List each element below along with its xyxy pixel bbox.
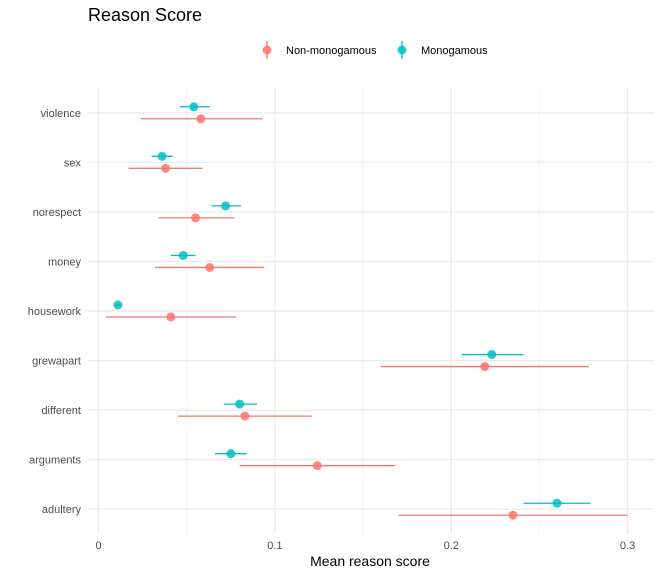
data-point xyxy=(552,498,562,508)
data-point xyxy=(240,411,250,421)
x-tick-label: 0.3 xyxy=(620,540,635,552)
data-point xyxy=(113,300,123,310)
data-point xyxy=(312,461,322,471)
y-tick-label: arguments xyxy=(29,455,81,467)
data-point xyxy=(178,250,188,260)
y-tick-label: money xyxy=(48,256,82,268)
data-point xyxy=(221,201,231,211)
x-tick-label: 0.1 xyxy=(267,540,282,552)
data-point xyxy=(487,350,497,360)
legend-item: Non-monogamous xyxy=(262,41,377,59)
y-tick-label: violence xyxy=(41,108,81,120)
data-point xyxy=(157,151,167,161)
x-ticks: 0 0.1 0.2 0.3 xyxy=(96,540,636,552)
legend-key-point xyxy=(262,45,272,55)
legend-label: Monogamous xyxy=(421,45,488,57)
grid xyxy=(88,88,654,534)
series-non-monogamous xyxy=(105,114,628,520)
y-tick-label: adultery xyxy=(42,504,82,516)
data-point xyxy=(235,399,245,409)
x-axis-title: Mean reason score xyxy=(310,553,430,569)
y-tick-label: sex xyxy=(64,157,82,169)
y-tick-label: norespect xyxy=(33,207,81,219)
x-tick-label: 0 xyxy=(96,540,102,552)
data-point xyxy=(166,312,176,322)
data-point xyxy=(480,362,490,372)
data-point xyxy=(226,449,236,459)
legend-key-point xyxy=(397,45,407,55)
marks xyxy=(105,102,628,520)
data-point xyxy=(189,102,199,112)
legend-item: Monogamous xyxy=(397,41,488,59)
data-point xyxy=(196,114,206,124)
chart-title: Reason Score xyxy=(88,5,202,25)
y-ticks: violence sex norespect money housework grewap… xyxy=(28,108,82,516)
y-tick-label: grewapart xyxy=(32,356,81,368)
data-point xyxy=(205,262,215,272)
legend: Non-monogamous Monogamous xyxy=(262,41,488,59)
series-monogamous xyxy=(113,102,591,508)
y-tick-label: different xyxy=(41,405,81,417)
legend-label: Non-monogamous xyxy=(286,45,377,57)
y-tick-label: housework xyxy=(28,306,82,318)
data-point xyxy=(161,163,171,173)
data-point xyxy=(508,510,518,520)
data-point xyxy=(191,213,201,223)
x-tick-label: 0.2 xyxy=(444,540,459,552)
